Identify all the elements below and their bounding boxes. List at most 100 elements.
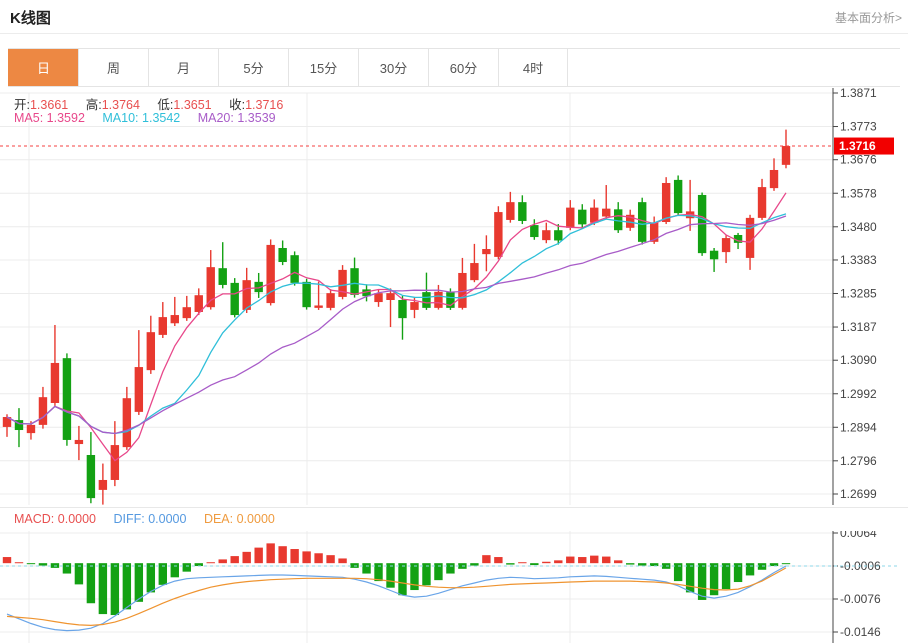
low-label: 低: [157, 98, 174, 112]
main-kline-chart-canvas[interactable]: 1.3871 1.3773 1.3676 1.3578 1.3480 1.3383 1.32… [0, 88, 908, 505]
macd-hist-bar [446, 563, 455, 574]
macd-hist-bar [86, 563, 96, 604]
tab-5min[interactable]: 5分 [218, 49, 288, 86]
close-label: 收: [229, 98, 246, 112]
macd-hist-bar [338, 558, 347, 564]
candle-body [769, 169, 779, 189]
candle-body [530, 225, 539, 238]
dea-label: DEA: [203, 512, 234, 526]
macd-hist-bar [733, 563, 743, 583]
axis-tick-label: 1.2992 [840, 387, 877, 401]
ma20-value: 1.3539 [237, 111, 276, 125]
low-value: 1.3651 [173, 98, 212, 112]
tab-60min[interactable]: 60分 [428, 49, 498, 86]
candle-body [614, 209, 623, 231]
high-value: 1.3764 [101, 98, 140, 112]
candle-body [110, 445, 120, 480]
candle-body [470, 263, 479, 281]
macd-hist-bar [242, 551, 251, 564]
candle-body [410, 302, 419, 310]
candle-body [230, 282, 239, 316]
candle-body [134, 367, 144, 412]
ma10-label: MA10: [102, 111, 139, 125]
macd-hist-bar [482, 555, 491, 564]
candle-body [506, 202, 515, 220]
candle-body [362, 289, 371, 297]
candle-body [62, 358, 72, 440]
macd-hist-bar [374, 563, 383, 582]
macd-hist-bar [434, 563, 443, 581]
macd-hist-bar [290, 549, 299, 564]
tab-4hour[interactable]: 4时 [498, 49, 568, 86]
fundamental-analysis-link[interactable]: 基本面分析> [834, 11, 902, 25]
macd-hist-bar [398, 563, 407, 596]
candle-body [98, 479, 108, 490]
candle-body [590, 207, 599, 223]
axis-tick-label: 1.3285 [840, 287, 877, 301]
axis-tick-label: 1.3090 [840, 353, 877, 367]
ma20-line [6, 215, 787, 435]
macd-hist-bar [494, 557, 503, 564]
candle-body [434, 291, 443, 308]
macd-value: 0.0000 [57, 512, 96, 526]
candle-body [673, 179, 683, 214]
candle-body [554, 230, 563, 241]
candle-body [578, 209, 587, 225]
candle-body [458, 272, 467, 308]
candle-body [446, 292, 455, 308]
macd-hist-bar [146, 563, 156, 593]
candle-body [374, 293, 383, 303]
ma5-line [6, 192, 787, 462]
candle-body [2, 417, 12, 427]
candle-body [290, 255, 299, 283]
candle-body [661, 182, 671, 222]
diff-line [6, 565, 787, 632]
tab-month[interactable]: 月 [148, 49, 218, 86]
axis-tick-label: 1.3187 [840, 320, 877, 334]
tab-week[interactable]: 周 [78, 49, 148, 86]
tab-15min[interactable]: 15分 [288, 49, 358, 86]
macd-hist-bar [2, 557, 12, 564]
axis-tick-label: 1.2894 [840, 420, 877, 434]
macd-hist-bar [566, 556, 575, 564]
dea-value: 0.0000 [236, 512, 275, 526]
macd-hist-bar [278, 546, 287, 564]
tab-30min[interactable]: 30分 [358, 49, 428, 86]
axis-tick-label: 1.3773 [840, 120, 877, 134]
macd-hist-bar [38, 563, 48, 566]
macd-hist-bar [110, 563, 120, 616]
macd-hist-bar [302, 551, 311, 564]
candle-body [637, 202, 647, 242]
candle-body [518, 202, 527, 221]
candle-body [566, 207, 575, 228]
axis-tick-label: 1.3383 [840, 253, 877, 267]
macd-hist-bar [721, 563, 731, 590]
macd-hist-bar [386, 563, 395, 588]
macd-hist-bar [602, 556, 611, 564]
open-value: 1.3661 [29, 98, 69, 112]
tab-day[interactable]: 日 [8, 49, 78, 86]
macd-hist-bar [314, 553, 323, 564]
candle-body [386, 293, 395, 301]
macd-hist-bar [506, 563, 515, 565]
macd-hist-bar [673, 563, 683, 582]
candle-body [709, 250, 719, 260]
candle-body [26, 424, 36, 434]
candle-body [326, 293, 335, 308]
candle-body [38, 397, 48, 425]
ma10-value: 1.3542 [142, 111, 181, 125]
candle-body [122, 398, 132, 448]
candle-body [350, 268, 359, 295]
diff-label: DIFF: [113, 512, 145, 526]
macd-hist-bar [74, 563, 84, 585]
axis-tick-label: 0.0064 [840, 531, 877, 540]
macd-hist-bar [422, 563, 431, 586]
macd-hist-bar [781, 563, 791, 565]
axis-tick-label: 1.3871 [840, 88, 877, 100]
candle-body [314, 305, 323, 308]
open-label: 开: [14, 98, 30, 112]
candle-body [50, 362, 60, 403]
macd-chart-canvas[interactable]: 0.0064-0.0006-0.0076-0.0146 [0, 531, 908, 643]
ma-info-row: MA5: 1.3592 MA10: 1.3542 MA20: 1.3539 [14, 111, 290, 125]
